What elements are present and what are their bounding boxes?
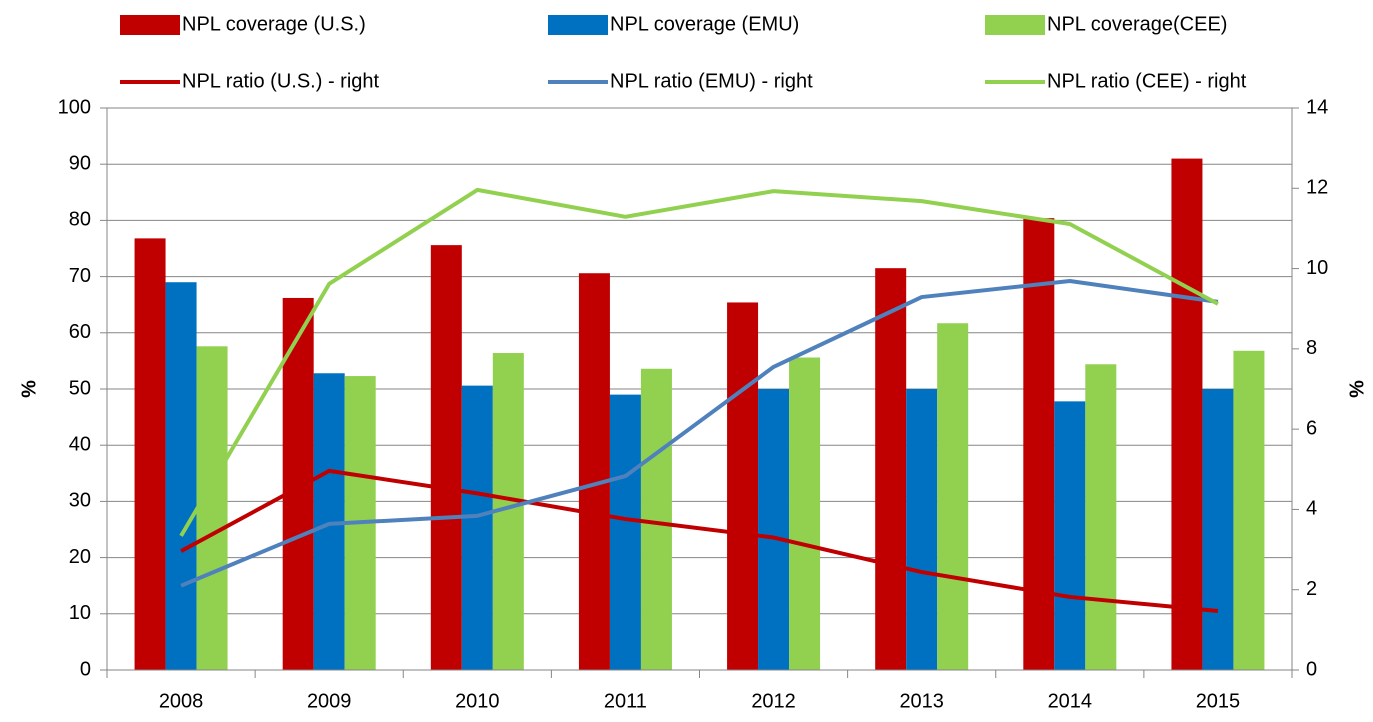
- x-tick-label: 2011: [604, 690, 647, 712]
- y-tick-label: 20: [69, 546, 91, 568]
- bar: [165, 282, 197, 670]
- x-tick-label: 2014: [1048, 690, 1093, 712]
- y2-tick-label: 0: [1306, 658, 1317, 680]
- legend-swatch: [985, 15, 1045, 35]
- legend-label: NPL ratio (EMU) - right: [610, 70, 813, 92]
- legend-label: NPL coverage (U.S.): [182, 13, 366, 35]
- bar: [937, 323, 969, 670]
- y-tick-label: 70: [69, 265, 91, 287]
- bar: [1202, 389, 1234, 670]
- y-axis-label: %: [18, 380, 40, 398]
- y2-tick-label: 12: [1306, 177, 1328, 199]
- bar: [1171, 158, 1203, 670]
- y2-axis-label: %: [1346, 380, 1368, 398]
- y-tick-label: 100: [58, 96, 91, 118]
- x-tick-label: 2013: [899, 690, 944, 712]
- y2-tick-label: 10: [1306, 257, 1328, 279]
- bar: [578, 273, 610, 670]
- y-tick-label: 30: [69, 490, 91, 512]
- bar: [461, 385, 493, 670]
- bar: [1085, 364, 1117, 670]
- y-tick-label: 10: [69, 602, 91, 624]
- y-tick-label: 50: [69, 377, 91, 399]
- x-tick-label: 2015: [1196, 690, 1241, 712]
- bar: [789, 357, 821, 670]
- line: [180, 279, 1219, 588]
- bar: [196, 346, 228, 670]
- legend-label: NPL ratio (U.S.) - right: [182, 70, 380, 92]
- y2-tick-label: 2: [1306, 578, 1317, 600]
- bar: [430, 245, 462, 671]
- bar: [134, 238, 166, 670]
- y-tick-label: 60: [69, 321, 91, 343]
- bar: [609, 394, 641, 670]
- bar: [906, 389, 938, 670]
- y2-tick-label: 6: [1306, 417, 1317, 439]
- legend-swatch: [548, 15, 608, 35]
- x-tick-label: 2009: [307, 690, 352, 712]
- legend-label: NPL coverage(CEE): [1047, 13, 1227, 35]
- bar: [1054, 401, 1086, 670]
- x-tick-label: 2012: [751, 690, 796, 712]
- legend-label: NPL coverage (EMU): [610, 13, 799, 35]
- bar: [875, 268, 907, 670]
- line: [180, 468, 1219, 613]
- bar: [1233, 350, 1265, 670]
- y2-tick-label: 8: [1306, 337, 1317, 359]
- bar: [727, 302, 759, 670]
- x-tick-label: 2010: [455, 690, 500, 712]
- y2-tick-label: 14: [1306, 96, 1328, 118]
- y-tick-label: 40: [69, 433, 91, 455]
- legend-swatch: [120, 15, 180, 35]
- y-tick-label: 80: [69, 209, 91, 231]
- legend-label: NPL ratio (CEE) - right: [1047, 70, 1247, 92]
- bar: [758, 389, 790, 670]
- y2-tick-label: 4: [1306, 498, 1317, 520]
- line: [179, 187, 1219, 537]
- y-tick-label: 0: [80, 658, 91, 680]
- y-tick-label: 90: [69, 152, 91, 174]
- bar: [640, 368, 672, 670]
- x-tick-label: 2008: [159, 690, 204, 712]
